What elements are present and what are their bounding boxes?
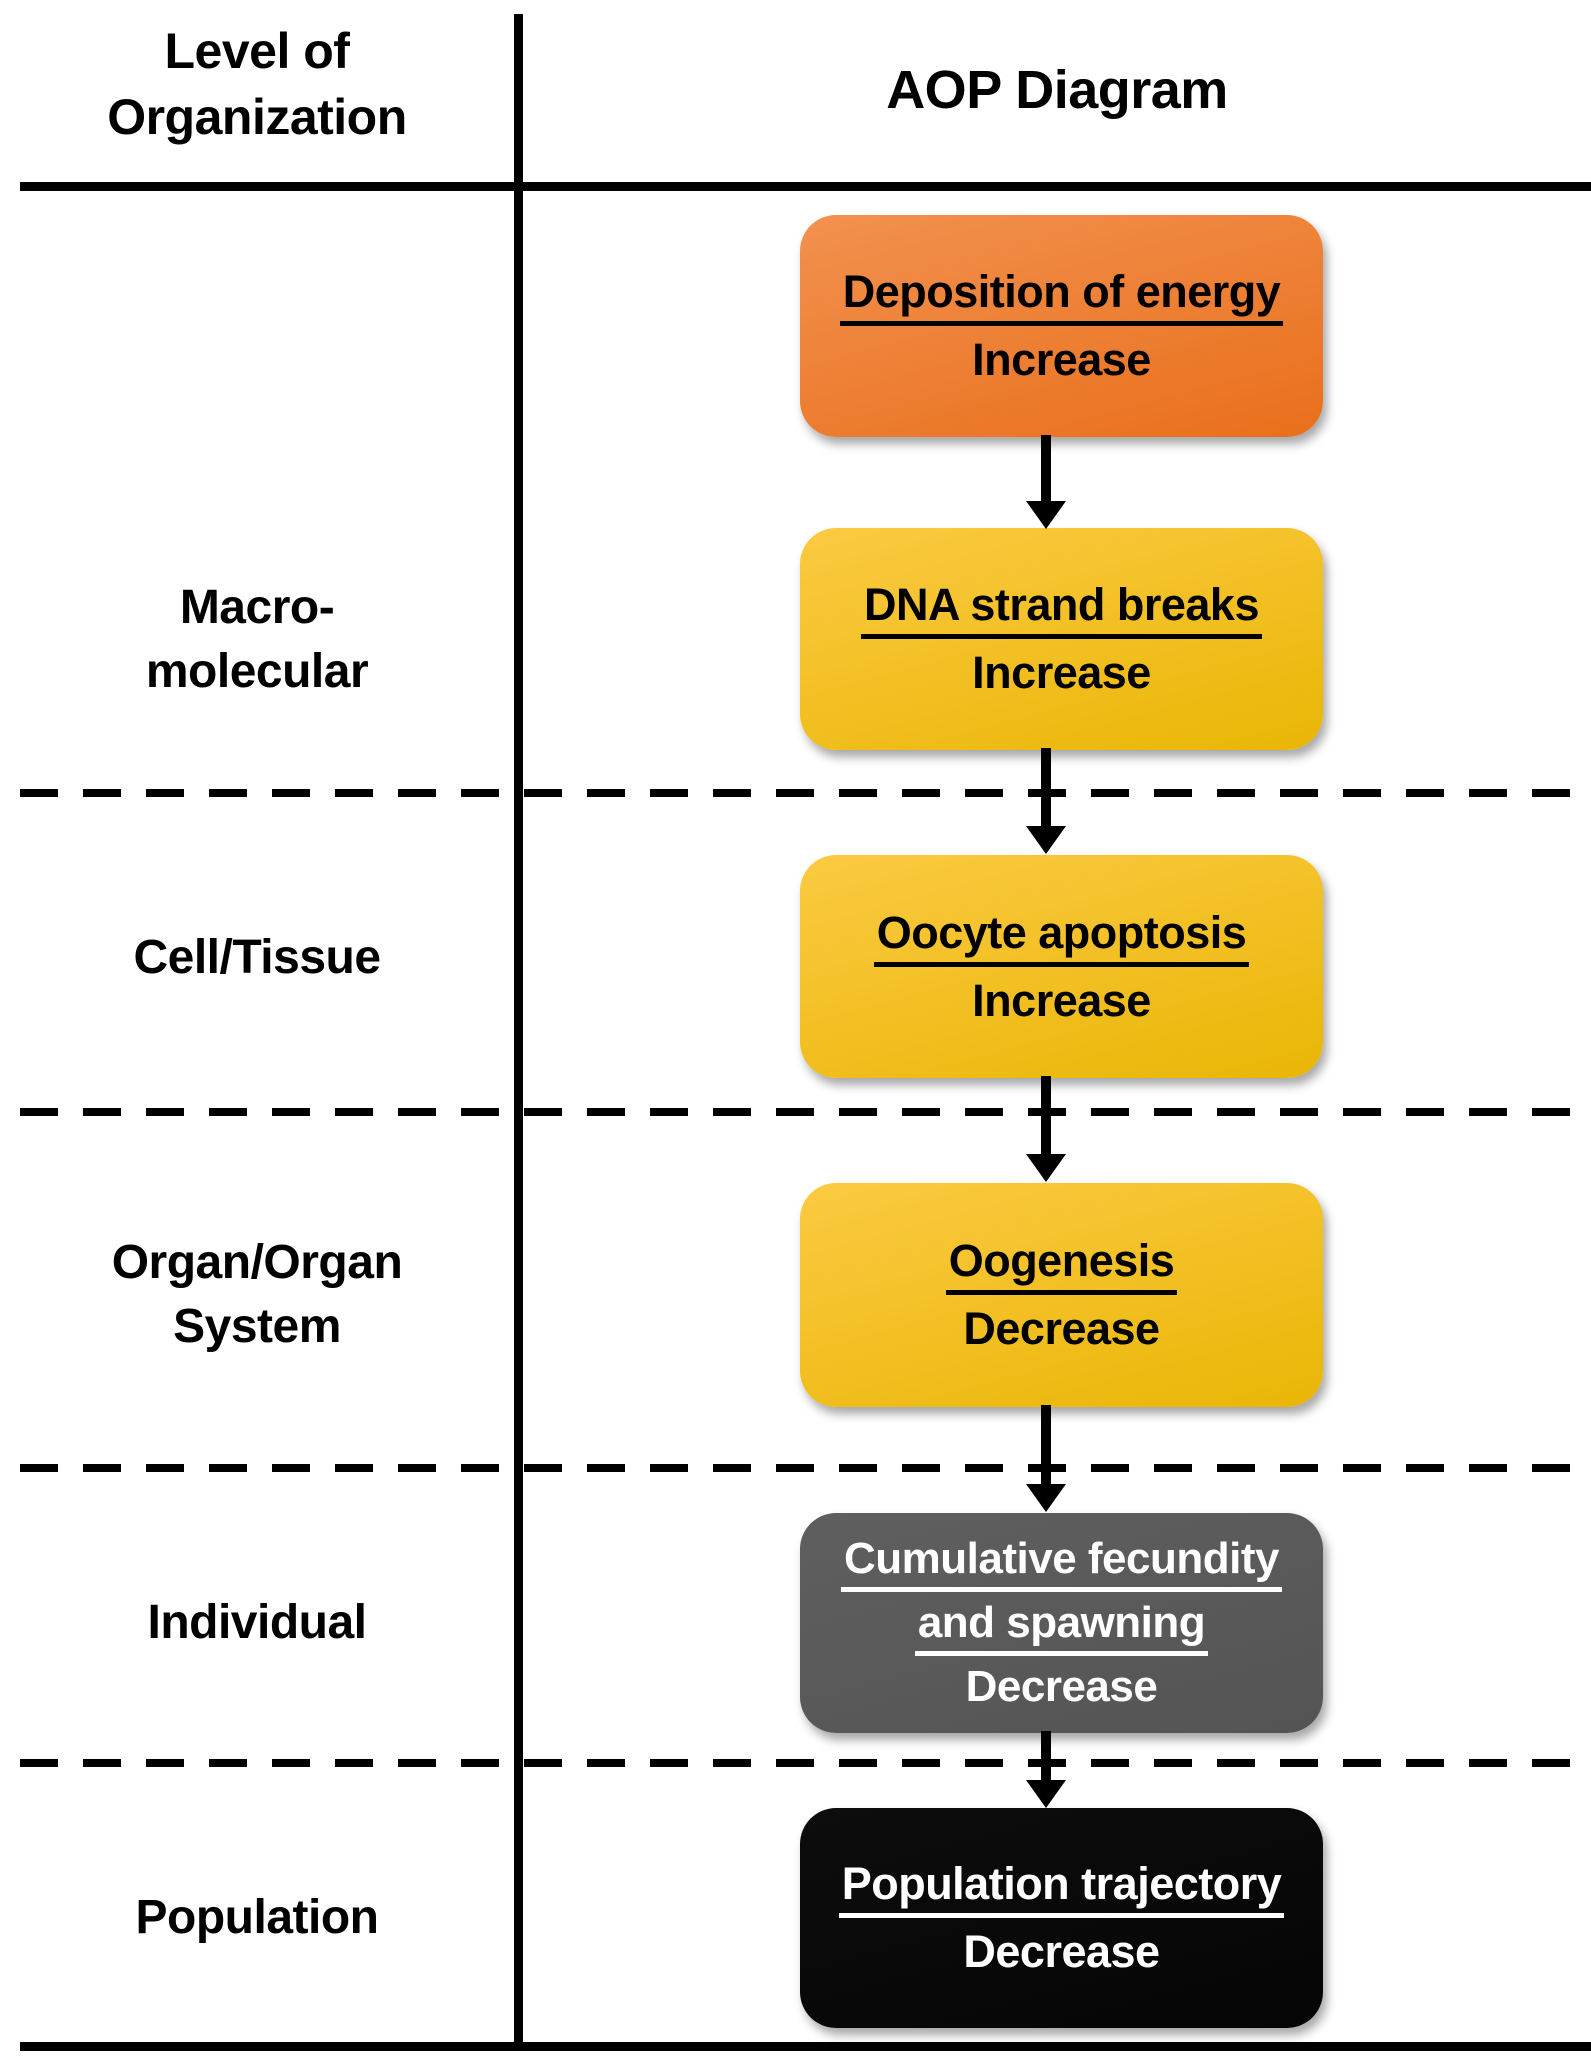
arrow-shaft bbox=[1041, 748, 1051, 828]
level-label-line: System bbox=[173, 1300, 341, 1353]
header-line: Level of bbox=[164, 23, 350, 79]
down-arrow-icon bbox=[1026, 1780, 1066, 1808]
level-label-line: Macro- bbox=[179, 581, 335, 634]
level-label-line: Organ/Organ bbox=[111, 1236, 403, 1289]
node-direction: Increase bbox=[972, 974, 1151, 1026]
level-label-organ-system: Organ/Organ System bbox=[0, 1231, 514, 1359]
column-header-aop-diagram: AOP Diagram bbox=[886, 60, 1228, 120]
node-direction: Decrease bbox=[965, 1662, 1158, 1711]
level-label-line: molecular bbox=[145, 645, 369, 698]
down-arrow-icon bbox=[1026, 1484, 1066, 1512]
node-oogenesis: Oogenesis Decrease bbox=[800, 1183, 1323, 1407]
node-title: and spawning bbox=[914, 1591, 1209, 1656]
down-arrow-icon bbox=[1026, 826, 1066, 854]
level-label-individual: Individual bbox=[0, 1591, 514, 1655]
down-arrow-icon bbox=[1026, 501, 1066, 529]
level-label-macromolecular: Macro- molecular bbox=[0, 576, 514, 704]
header-rule bbox=[20, 182, 1591, 191]
level-label-line: Cell/Tissue bbox=[133, 931, 381, 984]
arrow-shaft bbox=[1041, 435, 1051, 503]
node-direction: Decrease bbox=[963, 1926, 1160, 1977]
node-title: Cumulative fecundity bbox=[841, 1527, 1282, 1592]
node-title: DNA strand breaks bbox=[861, 571, 1262, 639]
node-title: Oocyte apoptosis bbox=[873, 899, 1250, 967]
node-cumulative-fecundity-and-spawning: Cumulative fecundity and spawning Decrea… bbox=[800, 1513, 1323, 1733]
node-direction: Increase bbox=[972, 334, 1151, 385]
level-divider-4 bbox=[20, 1759, 1591, 1767]
level-divider-2 bbox=[20, 1108, 1591, 1116]
level-divider-3 bbox=[20, 1464, 1591, 1472]
arrow-4 bbox=[1026, 1405, 1066, 1513]
arrow-1 bbox=[1026, 435, 1066, 529]
node-direction: Increase bbox=[972, 647, 1151, 698]
level-label-line: Population bbox=[135, 1891, 379, 1944]
node-title: Deposition of energy bbox=[839, 258, 1284, 326]
node-title: Oogenesis bbox=[945, 1227, 1178, 1295]
level-divider-1 bbox=[20, 789, 1591, 797]
arrow-2 bbox=[1026, 748, 1066, 855]
arrow-shaft bbox=[1041, 1731, 1051, 1782]
level-label-population: Population bbox=[0, 1886, 514, 1950]
node-oocyte-apoptosis: Oocyte apoptosis Increase bbox=[800, 855, 1323, 1078]
arrow-5 bbox=[1026, 1731, 1066, 1808]
node-direction: Decrease bbox=[963, 1303, 1160, 1354]
node-deposition-of-energy: Deposition of energy Increase bbox=[800, 215, 1323, 437]
level-label-cell-tissue: Cell/Tissue bbox=[0, 926, 514, 990]
level-label-line: Individual bbox=[147, 1596, 367, 1649]
column-header-level-of-organization: Level of Organization bbox=[0, 18, 514, 150]
down-arrow-icon bbox=[1026, 1154, 1066, 1182]
node-population-trajectory: Population trajectory Decrease bbox=[800, 1808, 1323, 2028]
column-divider-line bbox=[514, 14, 523, 2051]
arrow-3 bbox=[1026, 1076, 1066, 1183]
arrow-shaft bbox=[1041, 1076, 1051, 1156]
bottom-rule bbox=[20, 2042, 1591, 2051]
header-line: Organization bbox=[107, 89, 407, 145]
arrow-shaft bbox=[1041, 1405, 1051, 1486]
node-title: Population trajectory bbox=[838, 1850, 1285, 1918]
node-dna-strand-breaks: DNA strand breaks Increase bbox=[800, 528, 1323, 750]
